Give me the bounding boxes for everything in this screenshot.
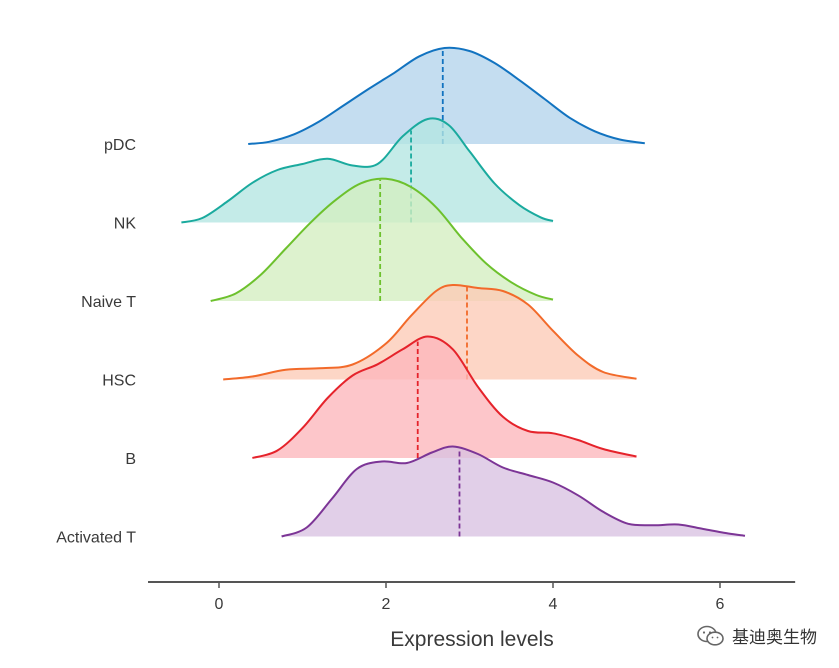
y-label-naive-t: Naive T <box>81 294 136 311</box>
ridge-line-b <box>252 335 637 459</box>
ridge-area-nk <box>181 118 553 223</box>
wechat-icon <box>697 625 724 646</box>
y-label-hsc: HSC <box>102 373 136 390</box>
y-axis-labels: pDC NK Naive T HSC B Activated T <box>56 137 136 547</box>
y-label-nk: NK <box>114 216 137 233</box>
x-tick-label-6: 6 <box>716 596 725 613</box>
y-label-pdc: pDC <box>104 137 136 154</box>
ridge-line-hsc <box>223 283 637 381</box>
y-label-activated-t: Activated T <box>56 530 136 547</box>
x-tick-label-0: 0 <box>215 596 224 613</box>
ridge-area-b <box>252 336 637 458</box>
ridge-naive-t <box>210 177 554 302</box>
x-axis-title: Expression levels <box>390 628 553 651</box>
ridge-line-pdc <box>248 46 645 145</box>
ridge-area-hsc <box>223 284 637 380</box>
ridge-area-naive-t <box>210 178 553 301</box>
ridge-nk <box>181 117 554 224</box>
ridge-activated-t <box>281 445 746 538</box>
watermark: 基迪奥生物 <box>696 623 817 648</box>
watermark-text: 基迪奥生物 <box>732 628 817 648</box>
ridge-line-nk <box>181 117 554 224</box>
ridges-layer <box>181 46 746 538</box>
ridge-line-activated-t <box>281 445 746 538</box>
x-tick-label-4: 4 <box>549 596 558 613</box>
ridge-area-pdc <box>248 47 645 144</box>
ridge-pdc <box>248 46 645 145</box>
ridge-line-naive-t <box>210 177 554 302</box>
ridge-b <box>252 335 637 459</box>
ridge-hsc <box>223 283 637 381</box>
ridge-area-activated-t <box>281 446 745 537</box>
y-label-b: B <box>125 451 136 468</box>
x-axis: 0 2 4 6 <box>148 581 796 613</box>
x-tick-label-2: 2 <box>382 596 391 613</box>
